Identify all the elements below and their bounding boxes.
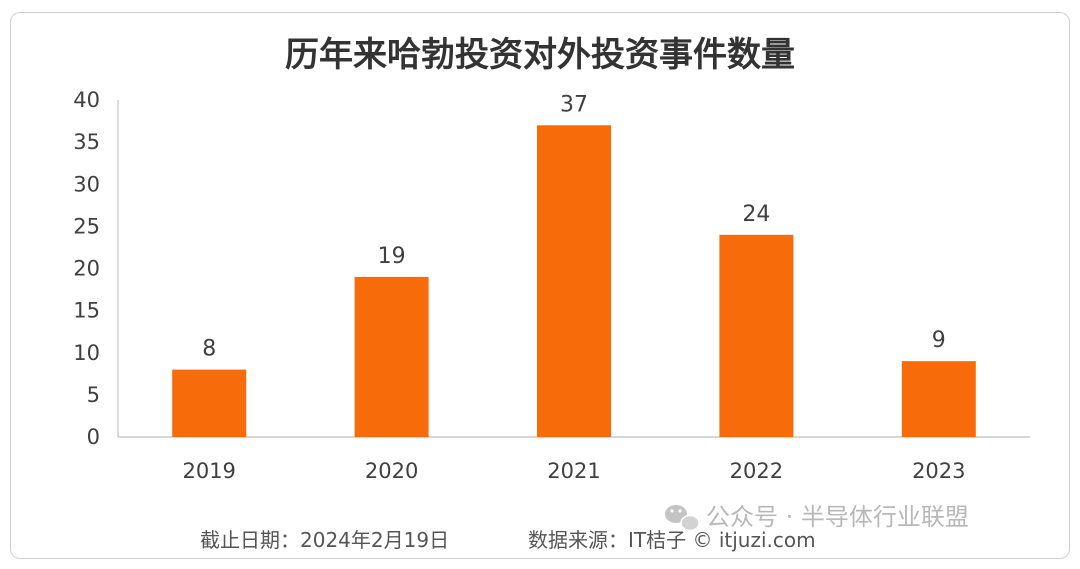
watermark-text: 公众号 · 半导体行业联盟 bbox=[706, 503, 969, 531]
data-label-2021: 37 bbox=[560, 92, 588, 117]
y-tick-label: 25 bbox=[73, 214, 100, 238]
x-tick-label-2022: 2022 bbox=[730, 459, 783, 483]
y-tick-label: 10 bbox=[73, 341, 100, 365]
x-tick-labels: 2019 2020 2021 2022 2023 bbox=[182, 459, 965, 483]
y-tick-label: 30 bbox=[73, 172, 100, 196]
data-source-note: 数据来源：IT桔子 © itjuzi.com bbox=[528, 528, 816, 552]
y-tick-label: 0 bbox=[87, 425, 100, 449]
wechat-icon bbox=[665, 505, 700, 532]
cutoff-date-note: 截止日期：2024年2月19日 bbox=[200, 528, 449, 552]
x-tick-label-2019: 2019 bbox=[182, 459, 235, 483]
bars bbox=[172, 125, 976, 438]
y-tick-label: 15 bbox=[73, 299, 100, 323]
data-label-2019: 8 bbox=[202, 337, 216, 362]
y-tick-labels: 0 5 10 15 20 25 30 35 40 bbox=[73, 88, 100, 449]
x-tick-label-2021: 2021 bbox=[547, 459, 600, 483]
chart-title: 历年来哈勃投资对外投资事件数量 bbox=[285, 35, 795, 75]
data-label-2020: 19 bbox=[378, 244, 406, 269]
bar-2019 bbox=[172, 369, 247, 437]
data-label-2023: 9 bbox=[932, 328, 946, 353]
y-tick-label: 40 bbox=[73, 88, 100, 112]
data-label-2022: 24 bbox=[742, 202, 770, 227]
x-tick-label-2023: 2023 bbox=[912, 459, 965, 483]
bar-2022 bbox=[719, 234, 794, 437]
y-tick-label: 35 bbox=[73, 130, 100, 154]
bar-2021 bbox=[537, 125, 611, 438]
bar-2023 bbox=[901, 361, 976, 437]
data-labels: 8 19 37 24 9 bbox=[202, 92, 946, 361]
bar-2020 bbox=[354, 276, 429, 437]
y-tick-label: 5 bbox=[87, 383, 100, 407]
y-tick-label: 20 bbox=[73, 257, 100, 281]
x-tick-label-2020: 2020 bbox=[365, 459, 418, 483]
